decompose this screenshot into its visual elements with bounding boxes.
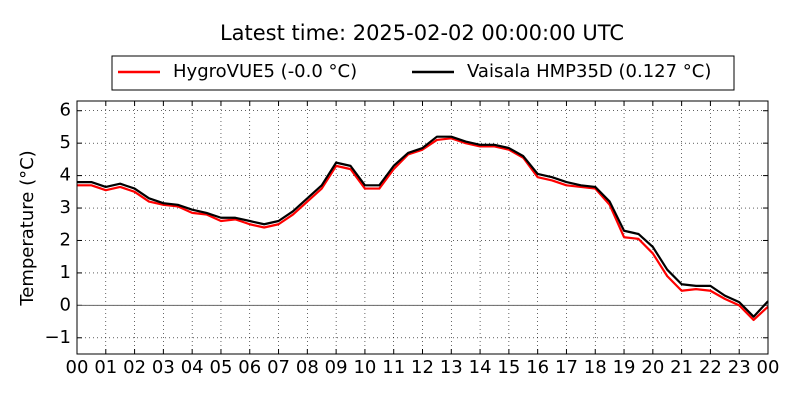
x-tick-label: 03	[152, 357, 175, 378]
x-tick-label: 09	[325, 357, 348, 378]
x-tick-label: 10	[353, 357, 376, 378]
x-tick-label: 15	[497, 357, 520, 378]
x-tick-label: 18	[584, 357, 607, 378]
x-tick-label: 17	[555, 357, 578, 378]
x-tick-label: 14	[469, 357, 492, 378]
legend-label: Vaisala HMP35D (0.127 °C)	[467, 61, 711, 82]
x-tick-label: 22	[699, 357, 722, 378]
y-tick-label: 0	[60, 294, 71, 315]
x-tick-label: 13	[440, 357, 463, 378]
x-tick-label: 23	[728, 357, 751, 378]
x-tick-label: 04	[181, 357, 204, 378]
chart-title: Latest time: 2025-02-02 00:00:00 UTC	[220, 21, 624, 45]
x-tick-label: 19	[613, 357, 636, 378]
y-tick-label: 3	[60, 197, 71, 218]
y-tick-label: 1	[60, 262, 71, 283]
x-tick-label: 07	[267, 357, 290, 378]
x-tick-label: 05	[210, 357, 233, 378]
x-tick-label: 06	[238, 357, 261, 378]
x-tick-label: 20	[641, 357, 664, 378]
x-tick-label: 21	[670, 357, 693, 378]
x-tick-label: 02	[123, 357, 146, 378]
x-tick-label: 00	[757, 357, 780, 378]
x-tick-label: 11	[382, 357, 405, 378]
series-line	[77, 135, 769, 318]
y-tick-label: 5	[60, 132, 71, 153]
x-tick-label: 01	[94, 357, 117, 378]
y-tick-label: 4	[60, 165, 71, 186]
series-line	[77, 137, 769, 322]
y-tick-label: 6	[60, 100, 71, 121]
x-tick-label: 16	[526, 357, 549, 378]
y-axis-label: Temperature (°C)	[17, 150, 38, 306]
y-tick-label: −1	[44, 327, 71, 348]
y-tick-label: 2	[60, 229, 71, 250]
x-tick-label: 00	[66, 357, 89, 378]
legend-label: HygroVUE5 (-0.0 °C)	[173, 61, 357, 82]
plot-frame	[76, 100, 769, 355]
x-tick-label: 12	[411, 357, 434, 378]
x-tick-label: 08	[296, 357, 319, 378]
